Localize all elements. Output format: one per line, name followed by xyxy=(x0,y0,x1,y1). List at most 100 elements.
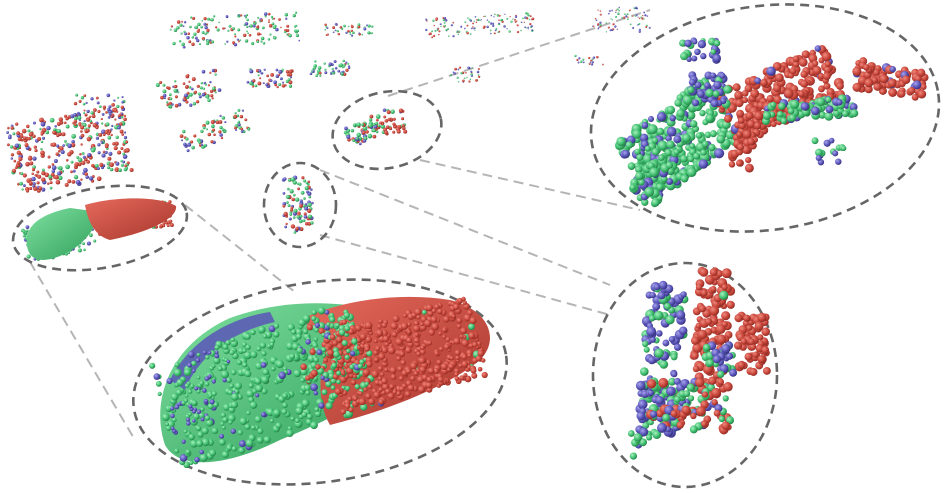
body-point xyxy=(275,422,282,429)
scene-point xyxy=(241,109,245,112)
scene-point xyxy=(385,125,390,130)
inset-point xyxy=(689,120,698,128)
body-point xyxy=(318,402,325,409)
body-point xyxy=(234,389,240,394)
inset-point xyxy=(678,326,688,335)
scene-point xyxy=(169,219,173,223)
connector-mid-a xyxy=(319,169,611,286)
scene-point xyxy=(194,25,199,30)
scene-point xyxy=(306,190,309,194)
scene-point xyxy=(315,74,318,78)
scene-point xyxy=(240,14,243,17)
scene-point xyxy=(271,22,275,26)
scene-point xyxy=(473,27,476,30)
scene-point xyxy=(463,77,466,80)
inset-point xyxy=(657,291,666,300)
scene-point xyxy=(24,143,29,147)
scene-point xyxy=(624,13,626,15)
body-point xyxy=(377,324,382,329)
inset-point xyxy=(695,406,706,417)
body-point xyxy=(452,303,460,311)
scene-point xyxy=(304,202,308,206)
scene-point xyxy=(475,21,478,24)
scene-point xyxy=(279,77,283,81)
scene-point xyxy=(27,136,31,141)
inset-point xyxy=(690,336,700,345)
scene-point xyxy=(219,125,223,130)
scene-point xyxy=(200,129,204,133)
scene-point xyxy=(95,96,99,100)
scene-point xyxy=(468,18,471,21)
scene-point xyxy=(316,72,320,75)
body-point xyxy=(428,329,436,336)
scene-point xyxy=(293,29,298,33)
scene-point xyxy=(426,20,428,22)
inset-point xyxy=(849,103,858,111)
scene-point xyxy=(609,29,612,32)
inset-point xyxy=(718,415,725,423)
inset-point xyxy=(735,99,744,108)
scene-point xyxy=(273,80,277,85)
scene-point xyxy=(41,187,46,192)
body-point xyxy=(174,362,180,368)
scene-point xyxy=(28,186,33,191)
inset-point xyxy=(741,90,749,97)
inset-point xyxy=(818,111,826,119)
body-point xyxy=(341,339,348,347)
scene-point xyxy=(217,88,222,92)
body-point xyxy=(189,460,194,466)
scene-point xyxy=(16,131,20,135)
body-point xyxy=(208,393,213,398)
scene-point xyxy=(447,35,450,37)
body-point xyxy=(329,316,336,323)
inset-point xyxy=(652,302,661,311)
scene-point xyxy=(257,81,262,86)
inset-point xyxy=(695,283,703,291)
scene-point xyxy=(102,133,106,137)
scene-point xyxy=(350,34,354,37)
scene-point xyxy=(388,126,393,131)
body-point xyxy=(391,331,398,338)
body-point xyxy=(343,312,350,319)
inset-point xyxy=(700,52,707,60)
scene-point xyxy=(119,122,123,126)
body-point xyxy=(195,425,202,432)
scene-point xyxy=(10,153,15,157)
body-point xyxy=(348,407,354,413)
scene-point xyxy=(293,231,297,234)
scene-point xyxy=(60,149,65,155)
scene-point xyxy=(121,96,124,99)
body-point xyxy=(244,370,252,378)
scene-point xyxy=(350,128,355,133)
scene-point xyxy=(643,18,645,20)
scene-point xyxy=(100,141,104,144)
scene-point xyxy=(489,29,492,32)
inset-point xyxy=(852,66,862,76)
scene-point xyxy=(446,27,449,31)
scene-point xyxy=(383,115,387,119)
inset-point xyxy=(873,82,882,91)
body-point xyxy=(261,350,267,357)
body-point xyxy=(449,356,454,361)
scene-point xyxy=(120,163,124,167)
scene-point xyxy=(443,24,446,27)
scene-point xyxy=(439,23,442,26)
scene-point xyxy=(75,93,79,97)
inset-point xyxy=(704,82,711,89)
scene-point xyxy=(196,84,200,88)
inset-point xyxy=(754,111,764,121)
scene-point xyxy=(77,245,81,248)
scene-point xyxy=(114,118,117,121)
scene-point xyxy=(202,39,205,41)
scene-point xyxy=(115,161,120,166)
inset-point xyxy=(862,64,870,71)
inset-point xyxy=(798,90,805,98)
scene-point xyxy=(392,130,396,134)
scene-point xyxy=(57,149,61,153)
body-point xyxy=(365,360,373,368)
scene-point xyxy=(37,136,42,142)
body-point xyxy=(250,425,256,431)
inset-point xyxy=(713,80,722,90)
body-point xyxy=(173,368,182,377)
scene-point xyxy=(347,29,350,33)
